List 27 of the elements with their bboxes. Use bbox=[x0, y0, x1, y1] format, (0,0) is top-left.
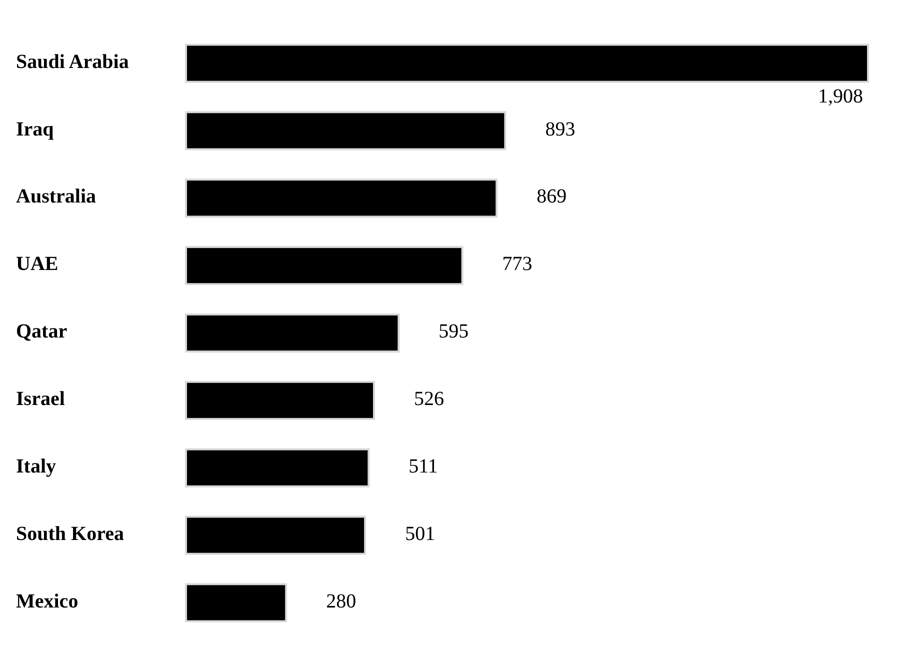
data-label: 526 bbox=[414, 388, 444, 410]
y-tick-label: Qatar bbox=[16, 320, 68, 343]
data-label: 1,908 bbox=[818, 85, 863, 108]
bar bbox=[185, 583, 288, 622]
y-tick-label: South Korea bbox=[16, 522, 124, 545]
bar bbox=[185, 313, 400, 353]
y-tick-label: UAE bbox=[16, 253, 58, 276]
data-label: 773 bbox=[502, 253, 532, 276]
data-label: 595 bbox=[438, 320, 469, 343]
bar bbox=[185, 448, 370, 488]
data-label: 280 bbox=[326, 590, 356, 612]
data-label: 893 bbox=[545, 118, 576, 140]
y-tick-label: Saudi Arabia bbox=[16, 50, 129, 73]
y-tick-label: Mexico bbox=[16, 590, 78, 612]
bar bbox=[185, 111, 506, 150]
y-tick-label: Australia bbox=[16, 186, 96, 208]
bar bbox=[185, 246, 464, 286]
data-label: 511 bbox=[408, 455, 438, 478]
y-tick-label: Iraq bbox=[16, 118, 54, 140]
bar bbox=[185, 516, 366, 555]
data-label: 869 bbox=[536, 186, 567, 208]
y-tick-label: Israel bbox=[16, 388, 66, 410]
bar bbox=[185, 178, 498, 218]
bar bbox=[185, 380, 376, 420]
data-label: 501 bbox=[405, 522, 436, 545]
y-tick-label: Italy bbox=[16, 455, 56, 478]
bar bbox=[185, 44, 869, 83]
